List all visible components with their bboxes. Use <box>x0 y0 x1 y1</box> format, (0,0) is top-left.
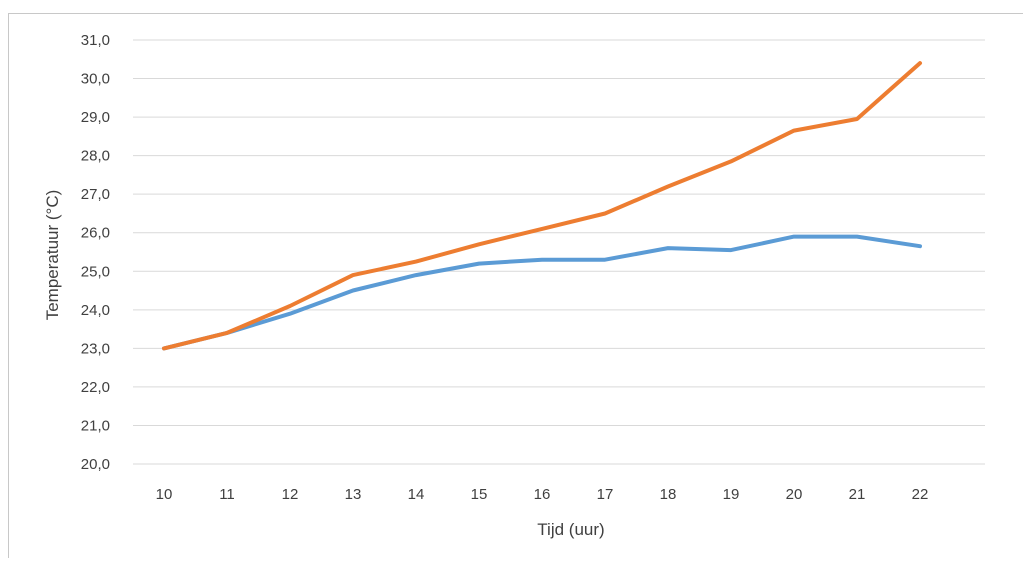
y-tick-label: 27,0 <box>81 186 110 203</box>
y-tick-label: 20,0 <box>81 456 110 473</box>
y-tick-label: 28,0 <box>81 148 110 165</box>
x-tick-label: 10 <box>156 486 173 503</box>
y-tick-label: 29,0 <box>81 109 110 126</box>
y-tick-label: 26,0 <box>81 225 110 242</box>
x-tick-label: 14 <box>408 486 425 503</box>
x-tick-label: 17 <box>597 486 614 503</box>
x-tick-label: 16 <box>534 486 551 503</box>
y-tick-label: 25,0 <box>81 263 110 280</box>
y-axis-ticks: 20,0 21,0 22,0 23,0 24,0 25,0 26,0 27,0 28,0 29,0… <box>81 32 110 473</box>
x-tick-label: 12 <box>282 486 299 503</box>
series-line-1 <box>162 234 922 351</box>
x-tick-label: 19 <box>723 486 740 503</box>
y-tick-label: 30,0 <box>81 71 110 88</box>
series-line-2 <box>162 61 922 351</box>
x-tick-label: 22 <box>912 486 929 503</box>
y-axis-title: Temperatuur (°C) <box>43 190 62 321</box>
x-tick-label: 20 <box>786 486 803 503</box>
x-tick-label: 15 <box>471 486 488 503</box>
y-tick-label: 24,0 <box>81 302 110 319</box>
y-tick-label: 23,0 <box>81 340 110 357</box>
chart-frame <box>8 13 1023 558</box>
x-tick-label: 21 <box>849 486 866 503</box>
y-tick-label: 22,0 <box>81 379 110 396</box>
x-axis-title: Tijd (uur) <box>537 520 604 539</box>
series-lines <box>162 61 922 351</box>
x-tick-label: 13 <box>345 486 362 503</box>
gridlines <box>133 39 985 465</box>
y-tick-label: 21,0 <box>81 417 110 434</box>
y-tick-label: 31,0 <box>81 32 110 49</box>
x-axis-ticks: 10 11 12 13 14 15 16 17 18 19 20 21 22 <box>156 486 929 503</box>
x-tick-label: 18 <box>660 486 677 503</box>
x-tick-label: 11 <box>219 486 235 503</box>
